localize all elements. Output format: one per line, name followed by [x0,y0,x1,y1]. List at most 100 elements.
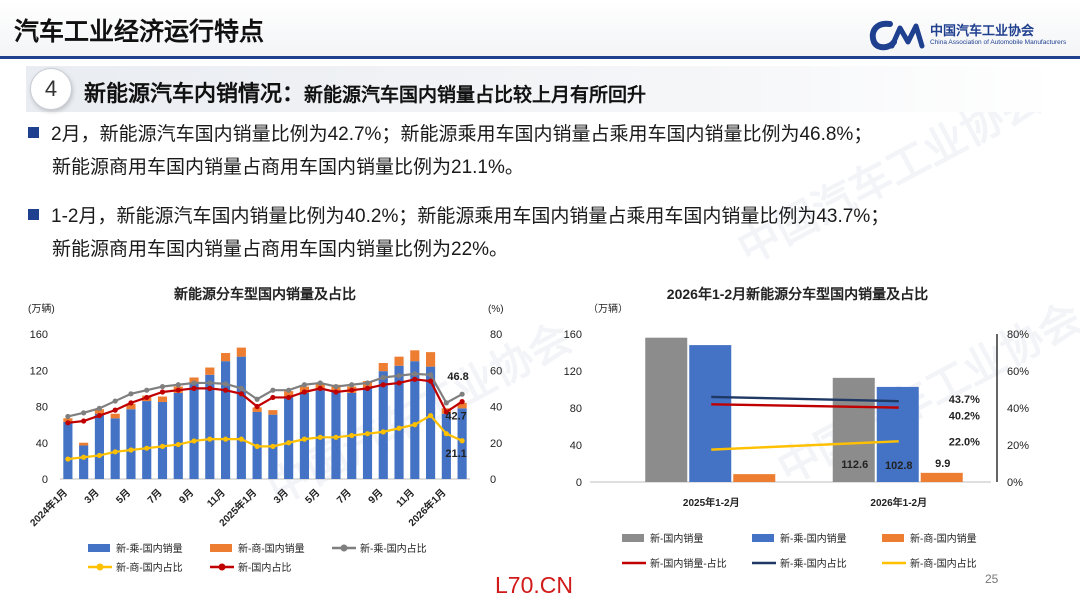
bar-2 [920,472,963,482]
line-point [380,429,386,435]
square-bullet-icon [28,209,39,220]
chart-title: 2026年1-2月新能源分车型国内销量及占比 [667,286,928,302]
section-number-badge: 4 [30,68,72,110]
line-point [112,449,118,455]
line-point [81,418,87,424]
line-point [459,438,465,444]
line-point [412,371,418,377]
bar-commercial [284,391,294,398]
bar-commercial [394,356,404,366]
line-point [207,380,213,386]
data-label: 112.6 [841,459,868,471]
bar-passenger [79,445,89,479]
line-point [364,380,371,386]
line-point [459,399,465,405]
ytd-ne-sales-chart: 2026年1-2月新能源分车型国内销量及占比 （万辆） 0 40 80 120 160 0% 2… [564,286,1030,570]
line-point [380,374,386,381]
right-tick-label: 40 [490,402,502,414]
data-label: 46.8 [447,371,468,383]
x-tick-label: 3月 [271,487,290,506]
left-tick-label: 120 [564,366,582,378]
right-tick-label: 80% [1007,329,1029,341]
line-point [380,382,386,388]
bar-passenger [378,371,388,479]
legend-label: 新-商-国内销量 [238,542,305,555]
line-point [443,431,449,437]
bar-commercial [157,396,168,402]
bar-commercial [110,413,120,419]
line-point [207,436,213,442]
line-point [301,436,308,442]
line-point [254,403,260,410]
line-point [128,400,134,406]
line-point [286,394,292,401]
data-label: 9.9 [935,458,950,470]
legend-swatch [752,534,774,542]
line-point [364,385,371,391]
line-point [207,385,213,391]
line-point [144,394,150,401]
bar-passenger [457,408,467,479]
bar-commercial [457,402,467,409]
line-series [67,372,463,418]
legend-swatch [88,544,110,552]
legend-marker [96,563,104,571]
line-point [222,387,229,393]
legend-label: 新-商-国内销量 [910,532,977,545]
legend-label: 新-乘-国内销量 [780,532,847,545]
bar-passenger [410,361,420,479]
line-point [128,391,134,397]
line-point [459,391,465,397]
line-series [711,440,899,451]
left-tick-label: 0 [576,477,582,489]
bar-passenger [441,413,451,479]
x-tick-label: 7月 [334,487,353,506]
legend-label: 新-乘-国内占比 [780,557,847,570]
line-point [254,396,260,402]
bullet-line: 新能源商用车国内销量占商用车国内销量比例为21.1%。 [52,157,524,178]
line-point [396,373,402,379]
line-point [317,434,323,440]
legend-marker [218,563,226,571]
left-tick-label: 80 [570,403,582,415]
line-series [711,395,899,403]
bullet-line: 新能源商用车国内销量占商用车国内销量比例为22%。 [52,239,509,260]
line-point [349,432,355,439]
legend-label: 新-商-国内占比 [910,557,977,570]
bar-passenger [221,361,231,479]
bar-passenger [284,397,294,479]
line-point [159,389,166,395]
line-point [254,443,260,449]
line-point [175,382,181,388]
line-point [270,394,276,401]
line-point [238,385,244,391]
bar-passenger [236,356,246,479]
slide-title: 汽车工业经济运行特点 [14,18,265,46]
legend-label: 新-国内销量-占比 [650,557,727,570]
bar-passenger [205,374,215,479]
line-point [159,443,166,449]
legend-label: 新-国内销量 [650,532,703,545]
left-tick-label: 160 [564,329,582,341]
line-point [96,452,103,459]
x-tick-label: 2026年1-2月 [870,496,927,509]
bar-passenger [157,401,168,479]
x-tick-label: 11月 [205,487,228,510]
bullet-line: 2月，新能源汽车国内销量比例为42.7%；新能源乘用车国内销量占乘用车国内销量比… [51,124,873,145]
right-tick-label: 60% [1007,366,1029,378]
line-point [222,436,229,442]
line-point [443,409,449,415]
line-point [301,382,308,388]
right-tick-label: 0 [490,474,496,486]
bar-commercial [63,418,73,422]
x-tick-label: 11月 [394,487,417,510]
line-point [333,383,339,390]
left-tick-label: 40 [36,438,48,450]
bar-passenger [126,409,136,479]
bar-passenger [94,413,104,479]
legend-label: 新-国内占比 [238,561,291,572]
bar-0 [832,377,875,482]
bar-commercial [236,347,246,357]
x-tick-label: 3月 [82,487,101,506]
line-point [317,385,323,391]
